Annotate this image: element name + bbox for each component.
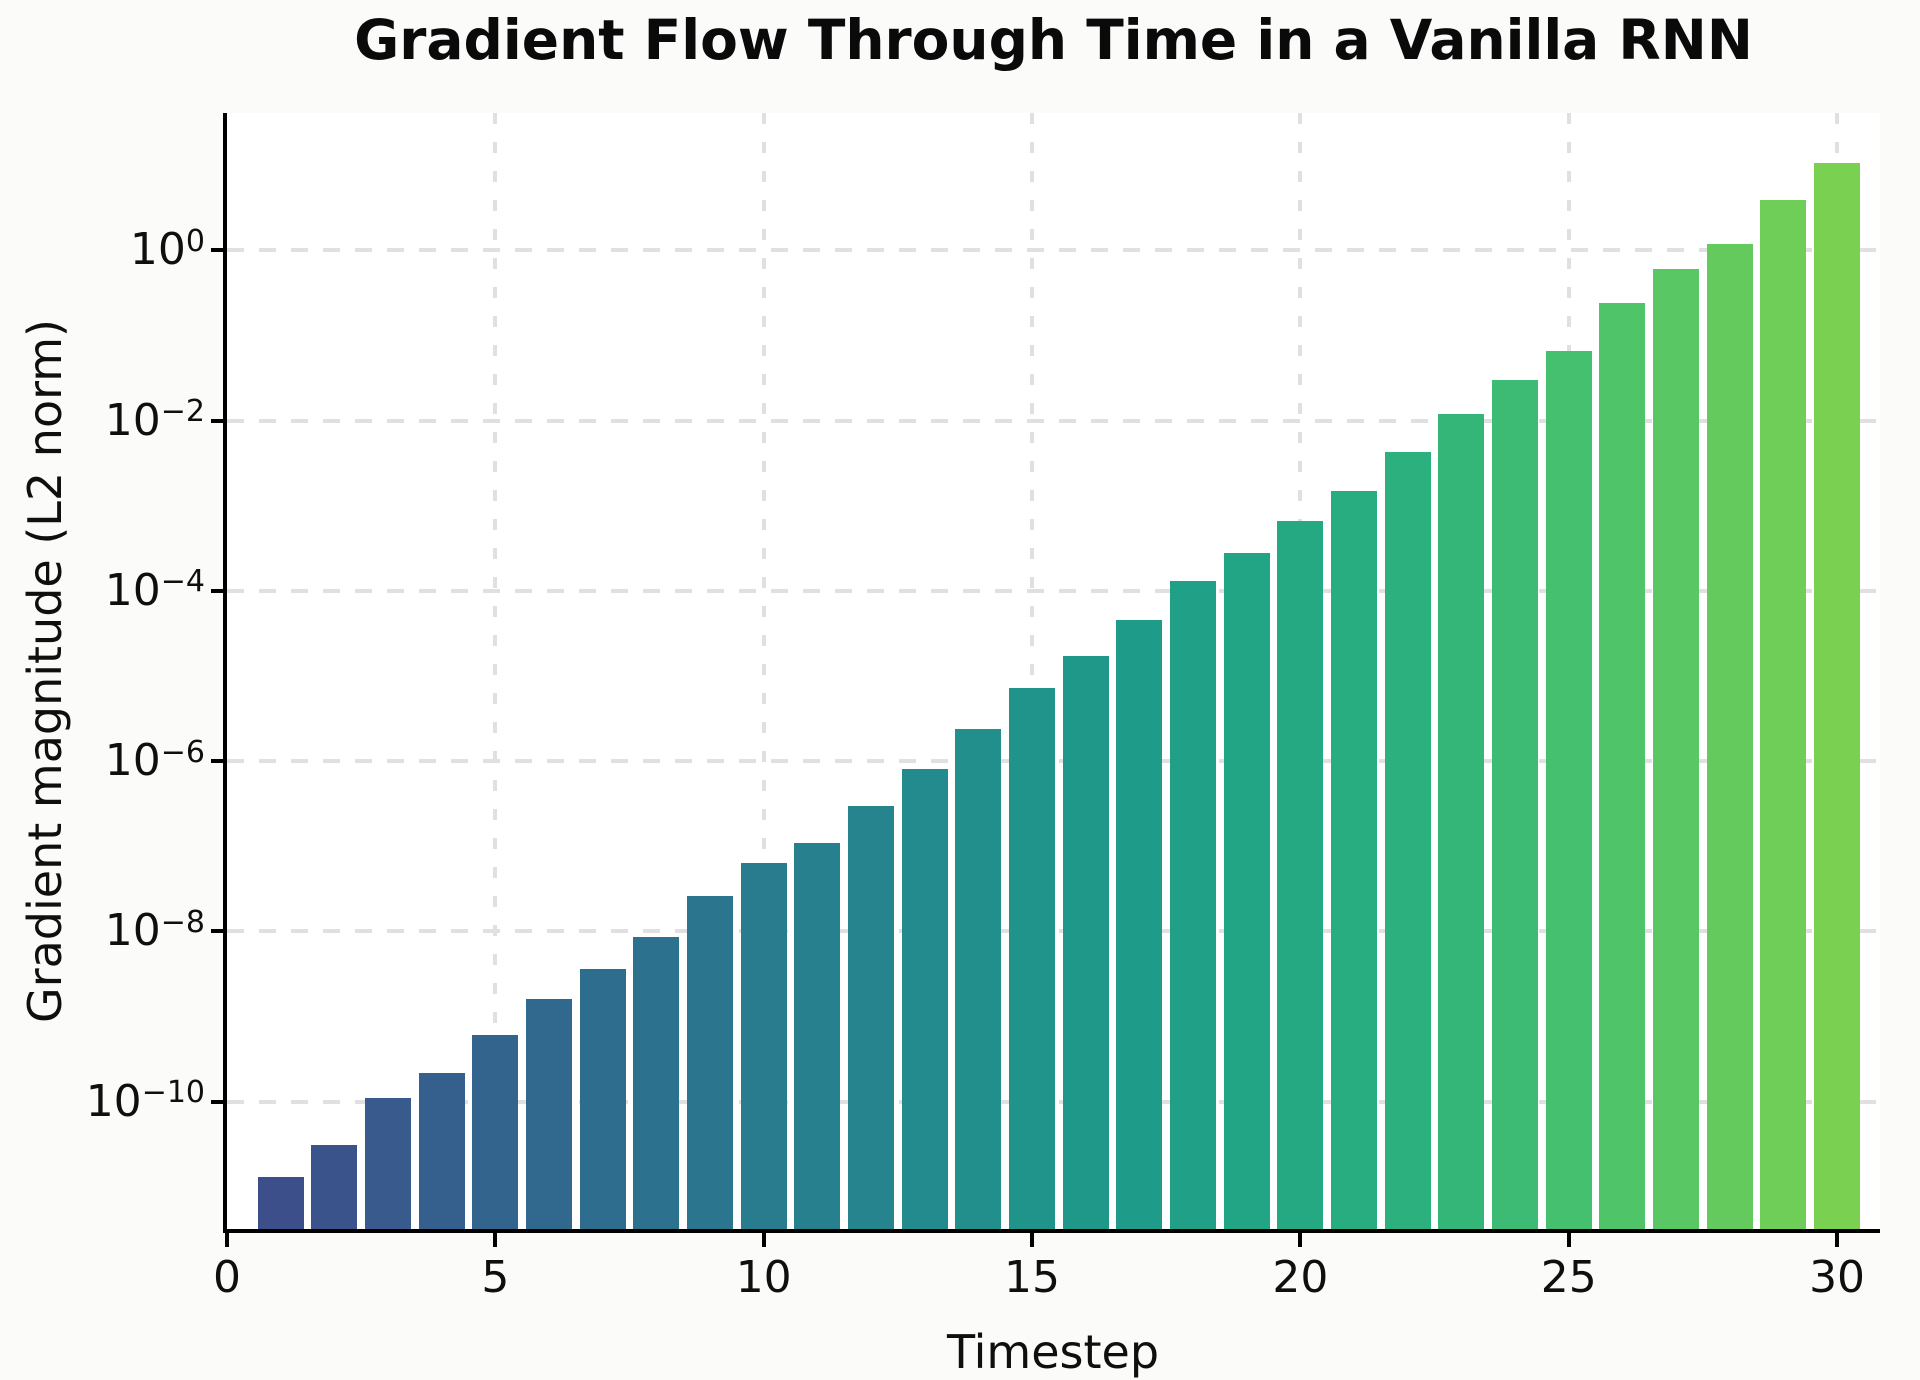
x-tick-15 [1030,1233,1035,1247]
x-gridline-5 [493,113,498,1229]
x-tick-25 [1566,1233,1571,1247]
x-tick-10 [761,1233,766,1247]
x-tick-label-15: 15 [1004,1252,1061,1303]
chart-title: Gradient Flow Through Time in a Vanilla … [354,8,1753,72]
x-tick-label-0: 0 [213,1252,241,1303]
y-tick-1e-8 [211,929,223,934]
bar-timestep-14 [955,728,1002,1229]
bar-timestep-26 [1599,303,1646,1229]
y-tick-1e-2 [211,418,223,423]
x-gridline-10 [761,113,766,1229]
y-axis-spine [223,113,227,1233]
y-gridline-1e0 [227,248,1880,253]
x-tick-label-25: 25 [1540,1252,1597,1303]
x-tick-0 [225,1233,229,1247]
y-gridline-1e-2 [227,418,1880,423]
y-tick-label-1e-4: 10−4 [104,564,205,616]
bar-timestep-23 [1438,413,1485,1229]
bar-timestep-22 [1384,451,1431,1229]
y-tick-1e0 [211,248,223,253]
bar-timestep-27 [1652,269,1700,1229]
bar-timestep-4 [418,1072,465,1229]
bar-timestep-21 [1330,490,1378,1229]
bar-timestep-1 [257,1177,304,1229]
y-tick-label-1e-8: 10−8 [104,904,205,957]
y-tick-label-1e-2: 10−2 [104,393,205,446]
bar-timestep-2 [311,1145,358,1229]
x-axis-spine [223,1229,1880,1233]
bar-timestep-11 [794,842,841,1229]
x-tick-label-20: 20 [1272,1252,1329,1303]
bar-timestep-5 [472,1035,519,1229]
y-tick-label-1e0: 100 [129,223,205,276]
x-tick-30 [1835,1233,1840,1247]
bar-timestep-18 [1169,581,1217,1229]
bar-timestep-25 [1545,350,1592,1229]
bar-timestep-29 [1760,199,1807,1229]
y-tick-label-1e-10: 10−10 [85,1075,205,1127]
y-tick-1e-4 [211,588,223,593]
bar-timestep-30 [1813,163,1861,1229]
x-tick-label-10: 10 [735,1252,792,1303]
plot-area [227,113,1880,1229]
bar-timestep-19 [1223,552,1270,1229]
bar-timestep-10 [740,863,787,1229]
x-tick-5 [493,1233,498,1247]
bar-timestep-13 [901,769,948,1229]
x-gridline-15 [1030,113,1035,1229]
bar-timestep-15 [1008,687,1056,1229]
bar-timestep-16 [1062,656,1109,1229]
bar-timestep-6 [525,999,573,1229]
bar-timestep-20 [1277,521,1324,1229]
bar-timestep-8 [633,937,680,1229]
y-gridline-1e-4 [227,588,1880,593]
y-tick-label-1e-6: 10−6 [104,734,205,787]
bar-timestep-7 [579,969,626,1229]
bar-timestep-24 [1491,379,1539,1229]
x-axis-label: Timestep [946,1325,1160,1379]
bar-timestep-3 [364,1098,412,1229]
bar-timestep-17 [1116,620,1163,1229]
x-tick-label-30: 30 [1809,1252,1866,1303]
bar-timestep-9 [686,896,734,1229]
bar-timestep-28 [1706,243,1753,1229]
bar-timestep-12 [847,805,895,1229]
x-tick-20 [1298,1233,1303,1247]
y-tick-1e-6 [211,759,223,764]
x-tick-label-5: 5 [481,1252,510,1303]
y-tick-1e-10 [211,1099,223,1104]
